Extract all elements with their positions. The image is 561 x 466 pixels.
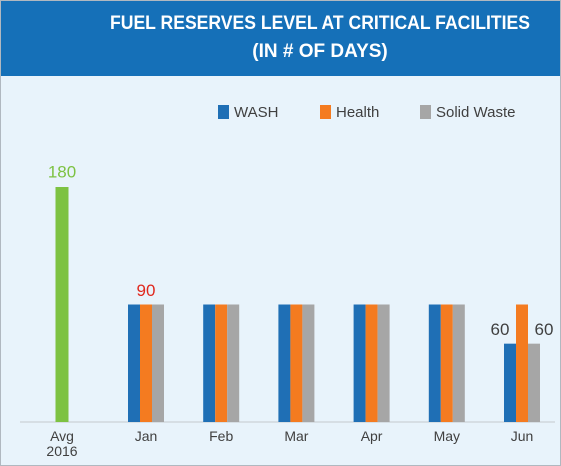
x-tick-label: Jun [510,428,534,444]
bar [152,304,164,422]
bar [516,304,528,422]
legend-label: Health [336,104,379,121]
legend-swatch [218,105,229,119]
header-band [0,0,561,76]
chart-title: FUEL RESERVES LEVEL AT CRITICAL FACILITI… [110,13,530,34]
legend-label: WASH [234,104,278,121]
bar [140,304,152,422]
bar [302,304,315,422]
x-tick-label: Jan [134,428,158,444]
bar [227,304,240,422]
bar [428,304,441,422]
data-label: 60 [535,320,554,339]
legend-swatch [320,105,331,119]
x-tick-label: Apr [360,428,383,444]
bar [278,304,291,422]
bar [128,304,140,422]
chart-subtitle: (IN # OF DAYS) [252,41,388,62]
legend-label: Solid Waste [436,104,515,121]
bar [440,304,453,422]
legend-swatch [420,105,431,119]
x-tick-label: Mar [284,428,309,444]
x-tick-label: May [433,428,461,444]
bar [504,343,516,422]
bar [452,304,465,422]
bar [377,304,390,422]
x-tick-label: Avg 2016 [46,428,78,459]
baseline-bar [55,187,69,422]
x-tick-label: Feb [209,428,234,444]
data-label: 180 [48,162,76,181]
bar [203,304,216,422]
bar [365,304,378,422]
bar [215,304,228,422]
data-label: 90 [137,281,156,300]
bar [528,343,540,422]
bar [353,304,366,422]
data-label: 60 [491,320,510,339]
bar [290,304,303,422]
